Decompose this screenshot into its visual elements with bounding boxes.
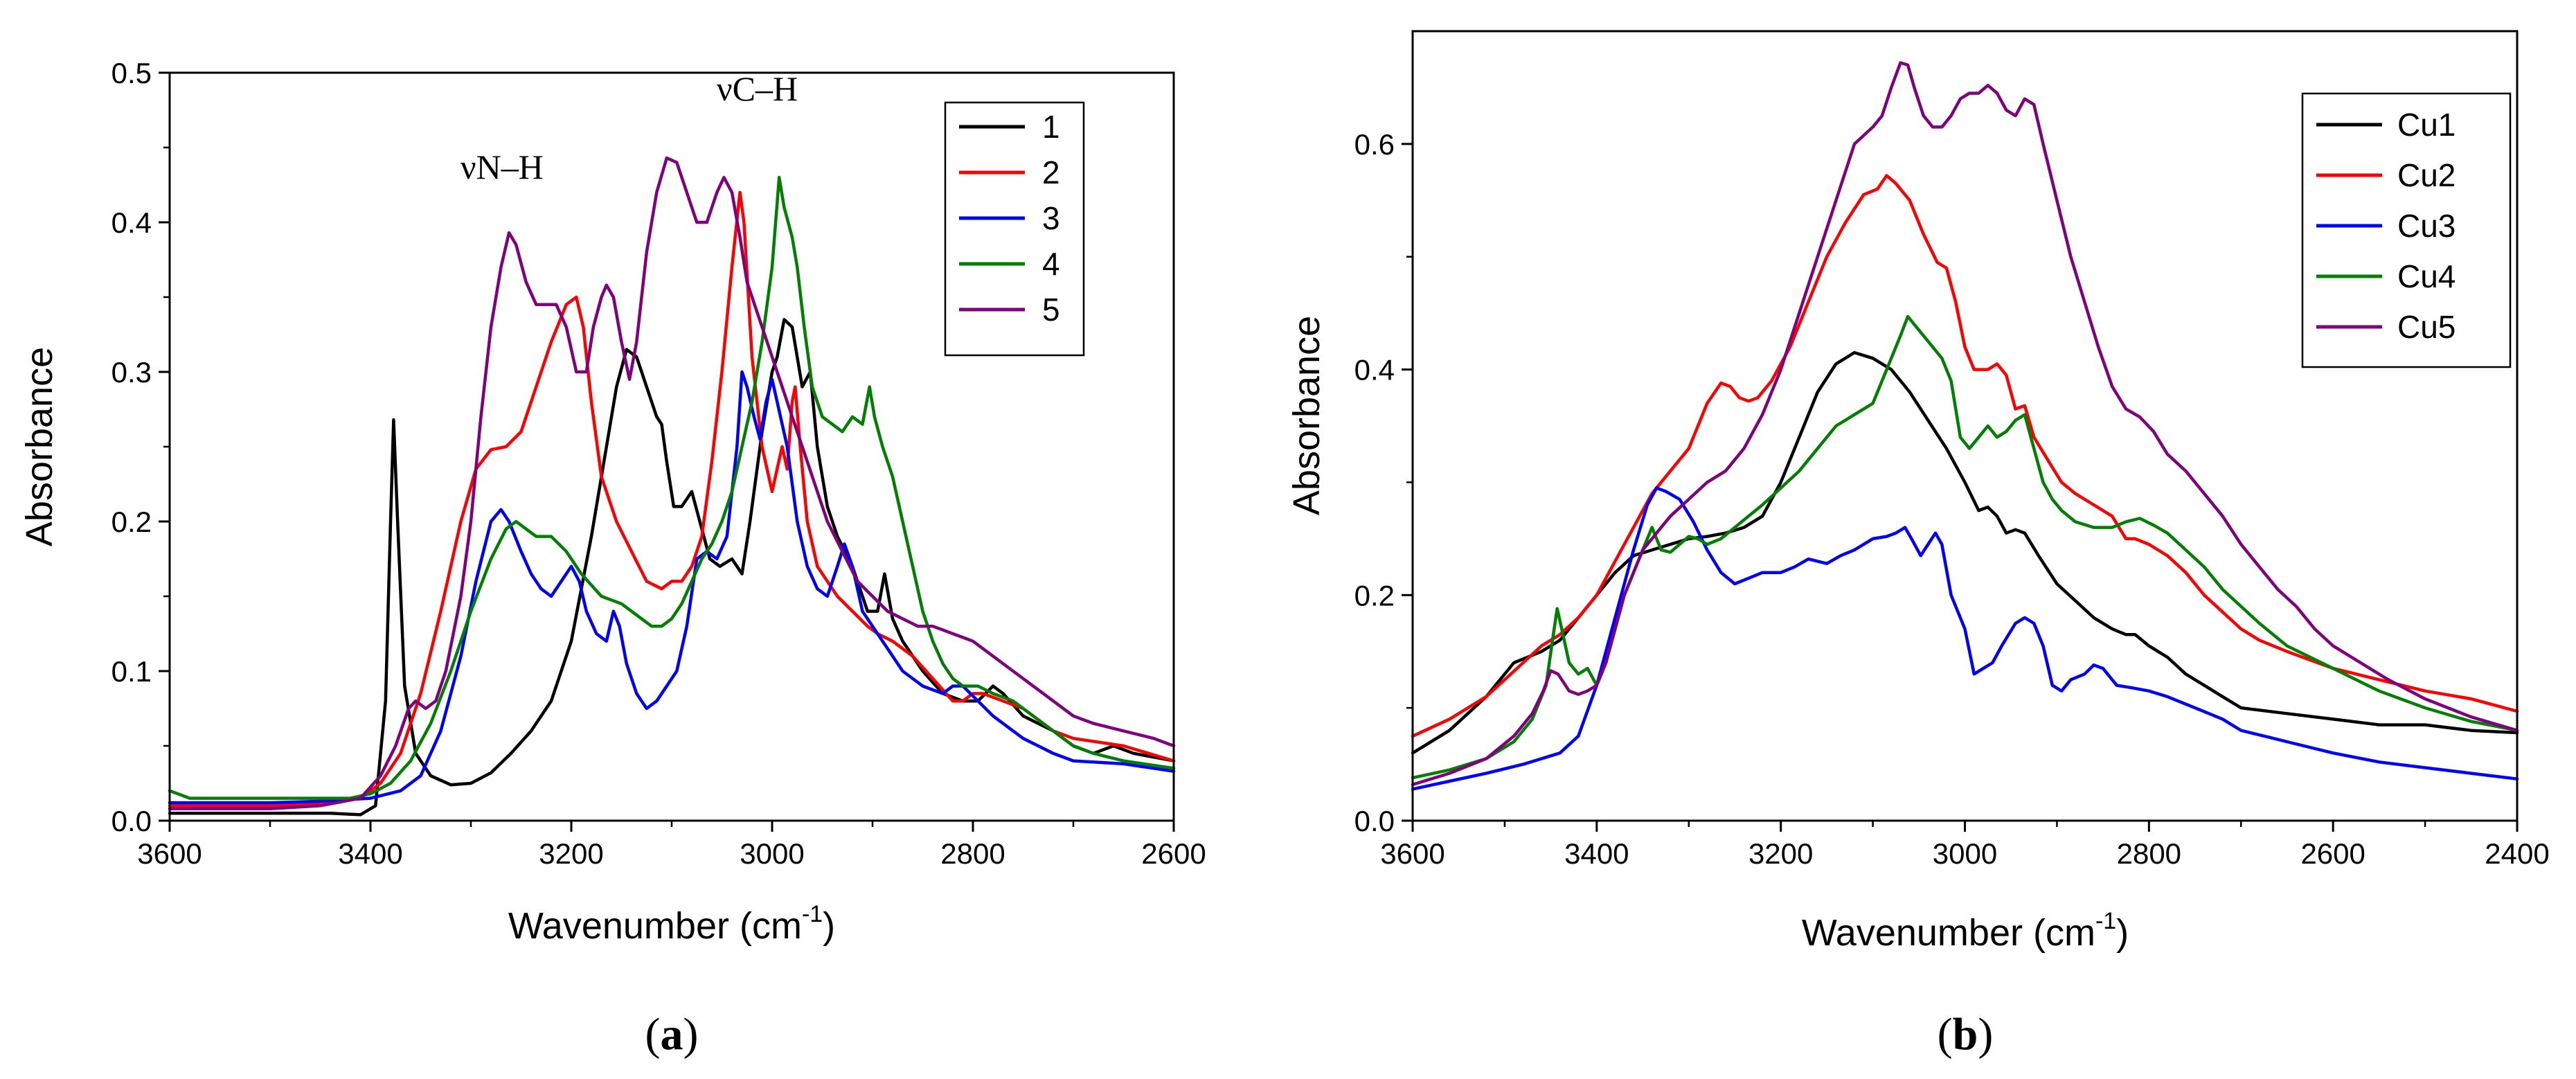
panel-a-label-letter: a xyxy=(661,1009,683,1060)
panel-b-x-tick-label: 3600 xyxy=(1380,837,1444,870)
panel-b-x-tick-label: 2800 xyxy=(2117,837,2181,870)
panel-b-legend-label-cu4: Cu4 xyxy=(2397,258,2456,294)
panel-a-y-tick-label: 0.2 xyxy=(111,506,152,538)
panel-b-chart: 3600 3400 3200 3000 2800 2600 2400 0.0 0.2 0.4 0.6… xyxy=(1286,30,2550,1060)
panel-b-series xyxy=(1411,61,2519,791)
panel-b-x-tick-label: 3200 xyxy=(1748,837,1813,870)
panel-a-y-tick-label: 0.1 xyxy=(111,655,152,688)
panel-a-legend-label-5: 5 xyxy=(1042,292,1060,328)
panel-b-legend-label-cu5: Cu5 xyxy=(2397,309,2456,345)
panel-a-x-tick-label: 3000 xyxy=(740,837,804,870)
panel-b-x-axis-label-close: ) xyxy=(2116,912,2129,954)
panel-a-series-2 xyxy=(168,190,1176,808)
panel-a-x-tick-label: 3400 xyxy=(338,837,402,870)
panel-a-series-1 xyxy=(168,318,1176,817)
panel-b-ticks: 3600 3400 3200 3000 2800 2600 2400 0.0 0.2 0.4 0.6 xyxy=(1354,128,2550,870)
panel-a-x-axis-label-main: Wavenumber (cm xyxy=(508,905,802,947)
panel-a-ticks: 3600 3400 3200 3000 2800 2600 0.0 0.1 0.2 0.3 0.4 0… xyxy=(111,57,1206,870)
panel-b-x-tick-label: 3400 xyxy=(1564,837,1629,870)
panel-a-series-4 xyxy=(168,175,1176,800)
panel-b-x-tick-label: 2600 xyxy=(2300,837,2365,870)
panel-a-plot-frame xyxy=(168,71,1175,822)
panel-b-legend: Cu1 Cu2 Cu3 Cu4 Cu5 xyxy=(2301,92,2512,368)
panel-a-legend-label-3: 3 xyxy=(1042,200,1060,236)
panel-b-y-axis-label: Absorbance xyxy=(1286,316,1327,515)
panel-b-y-tick-label: 0.4 xyxy=(1354,354,1395,386)
panel-b-x-axis-label-sup: -1 xyxy=(2095,908,2116,934)
panel-a-x-axis-label: Wavenumber (cm-1) xyxy=(508,901,835,947)
panel-b-y-tick-label: 0.0 xyxy=(1354,805,1395,837)
panel-a-y-tick-label: 0.0 xyxy=(111,805,152,837)
panel-b-label-letter: b xyxy=(1953,1009,1978,1060)
panel-b-series-cu5 xyxy=(1411,61,2519,787)
panel-a-x-axis-label-sup: -1 xyxy=(802,901,823,927)
panel-b-legend-label-cu3: Cu3 xyxy=(2397,208,2456,244)
panel-a-x-axis-label-close: ) xyxy=(823,905,835,947)
panel-a-annotation-ch: νC–H xyxy=(717,69,798,108)
panel-b-legend-label-cu1: Cu1 xyxy=(2397,107,2456,143)
panel-a-y-tick-label: 0.5 xyxy=(111,57,152,89)
panel-a-series xyxy=(168,156,1176,817)
panel-b-y-tick-label: 0.2 xyxy=(1354,579,1395,612)
panel-a-series-5 xyxy=(168,156,1176,810)
panel-a-legend-box xyxy=(944,101,1085,357)
panel-b-plot-frame xyxy=(1411,30,2519,822)
panel-a-y-tick-label: 0.4 xyxy=(111,206,152,239)
panel-b-x-axis-label-main: Wavenumber (cm xyxy=(1802,912,2095,954)
panel-a-annotation-nh: νN–H xyxy=(460,148,544,186)
panel-b-series-cu1 xyxy=(1411,350,2519,755)
panel-b-y-tick-label: 0.6 xyxy=(1354,128,1395,161)
panel-b-series-cu4 xyxy=(1411,314,2519,780)
panel-a-chart: 3600 3400 3200 3000 2800 2600 0.0 0.1 0.2 0.3 0.4 0… xyxy=(19,57,1206,1060)
panel-a-x-tick-label: 3200 xyxy=(539,837,603,870)
panel-a-x-tick-label: 3600 xyxy=(137,837,202,870)
panel-a-legend: 1 2 3 4 5 xyxy=(944,101,1085,357)
panel-a-series-3 xyxy=(168,370,1176,805)
panel-b-x-tick-label: 3000 xyxy=(1933,837,1997,870)
panel-b-label: (b) xyxy=(1938,1009,1994,1060)
panel-a-y-axis-label: Absorbance xyxy=(19,347,60,546)
panel-b-legend-label-cu2: Cu2 xyxy=(2397,157,2456,193)
panel-a-x-tick-label: 2800 xyxy=(940,837,1005,870)
panel-a-legend-label-4: 4 xyxy=(1042,246,1060,282)
panel-a-y-tick-label: 0.3 xyxy=(111,356,152,389)
panel-a-x-tick-label: 2600 xyxy=(1141,837,1206,870)
panel-a-label: (a) xyxy=(645,1009,699,1060)
panel-a-legend-label-1: 1 xyxy=(1042,109,1060,145)
panel-b-legend-box xyxy=(2301,92,2512,368)
panel-b-x-axis-label: Wavenumber (cm-1) xyxy=(1802,908,2129,954)
panel-b-x-tick-label: 2400 xyxy=(2485,837,2549,870)
panel-b-series-cu3 xyxy=(1411,486,2519,791)
panel-a-legend-label-2: 2 xyxy=(1042,154,1060,190)
